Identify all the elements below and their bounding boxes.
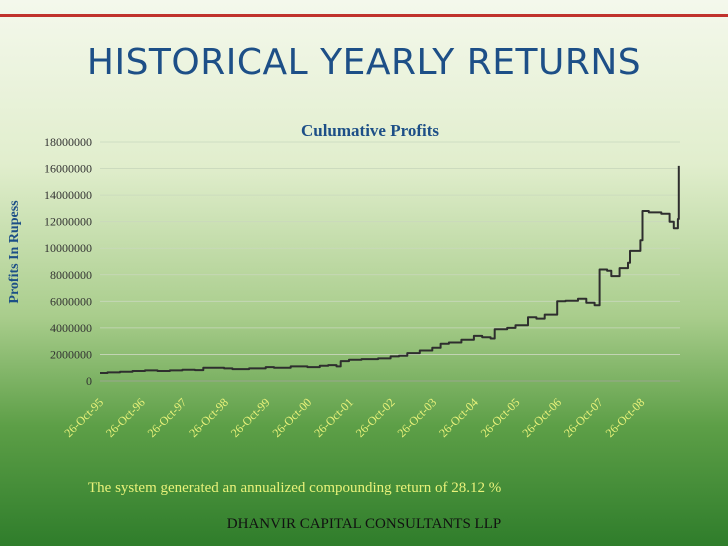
x-tick-label: 26-Oct-99	[228, 395, 273, 440]
x-tick-label: 26-Oct-03	[394, 395, 439, 440]
y-tick-label: 10000000	[44, 241, 92, 255]
x-tick-label: 26-Oct-05	[478, 395, 523, 440]
chart-title: Culumative Profits	[301, 121, 439, 140]
company-name: DHANVIR CAPITAL CONSULTANTS LLP	[226, 516, 502, 532]
y-tick-label: 14000000	[44, 188, 92, 202]
y-tick-label: 18000000	[44, 135, 92, 149]
y-tick-label: 16000000	[44, 162, 92, 176]
return-note: The system generated an annualized compo…	[88, 480, 502, 496]
x-tick-label: 26-Oct-97	[145, 395, 190, 440]
x-tick-label: 26-Oct-01	[311, 395, 356, 440]
slide-title: HISTORICAL YEARLY RETURNS	[86, 42, 642, 83]
x-tick-label: 26-Oct-96	[103, 395, 148, 440]
x-tick-label: 26-Oct-06	[519, 395, 564, 440]
y-tick-label: 2000000	[50, 347, 92, 361]
x-tick-label: 26-Oct-98	[186, 395, 231, 440]
y-tick-label: 0	[86, 374, 92, 388]
x-tick-label: 26-Oct-95	[61, 395, 106, 440]
y-tick-label: 8000000	[50, 268, 92, 282]
x-tick-label: 26-Oct-02	[353, 395, 398, 440]
x-tick-label: 26-Oct-04	[436, 395, 481, 440]
x-tick-label: 26-Oct-08	[603, 395, 648, 440]
x-tick-label: 26-Oct-07	[561, 395, 606, 440]
y-axis-label: Profits In Rupess	[7, 200, 22, 304]
y-tick-label: 6000000	[50, 294, 92, 308]
x-tick-label: 26-Oct-00	[270, 395, 315, 440]
accent-line	[0, 14, 728, 17]
profits-series-line	[100, 165, 680, 374]
y-tick-label: 4000000	[50, 321, 92, 335]
y-tick-label: 12000000	[44, 215, 92, 229]
